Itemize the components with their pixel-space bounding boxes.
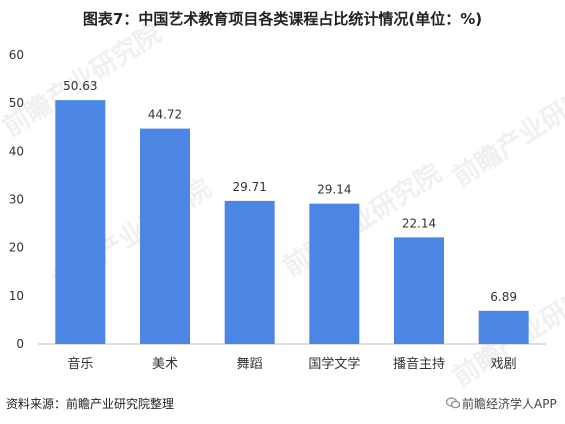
brand-mark: 前瞻经济学人APP xyxy=(446,395,557,412)
data-label: 29.14 xyxy=(317,183,351,197)
wechat-icon xyxy=(446,397,460,409)
y-tick-label: 50 xyxy=(9,96,24,110)
x-tick-label: 国学文学 xyxy=(308,356,360,372)
data-label: 50.63 xyxy=(63,79,97,93)
brand-label: 前瞻经济学人APP xyxy=(462,397,557,411)
chart-title: 图表7：中国艺术教育项目各类课程占比统计情况(单位：%) xyxy=(82,10,483,28)
data-label: 29.71 xyxy=(232,180,266,194)
data-label: 22.14 xyxy=(402,216,436,230)
bar xyxy=(140,128,190,344)
x-tick-label: 舞蹈 xyxy=(237,357,263,372)
bar xyxy=(478,310,529,344)
y-tick-label: 20 xyxy=(9,241,24,255)
y-tick-label: 30 xyxy=(9,193,24,207)
x-tick-label: 戏剧 xyxy=(491,357,517,372)
source-note: 资料来源：前瞻产业研究院整理 xyxy=(6,397,175,411)
bar xyxy=(55,100,106,344)
x-tick-label: 美术 xyxy=(152,357,178,372)
bar xyxy=(309,203,360,344)
y-tick-label: 0 xyxy=(16,337,24,351)
y-tick-label: 10 xyxy=(9,289,24,303)
bar xyxy=(394,237,444,344)
y-tick-label: 40 xyxy=(9,144,24,158)
data-label: 44.72 xyxy=(148,108,182,122)
x-tick-label: 播音主持 xyxy=(393,356,445,372)
x-tick-label: 音乐 xyxy=(67,356,93,372)
bar xyxy=(224,200,275,344)
y-tick-label: 60 xyxy=(9,48,24,62)
data-label: 6.89 xyxy=(490,290,517,304)
